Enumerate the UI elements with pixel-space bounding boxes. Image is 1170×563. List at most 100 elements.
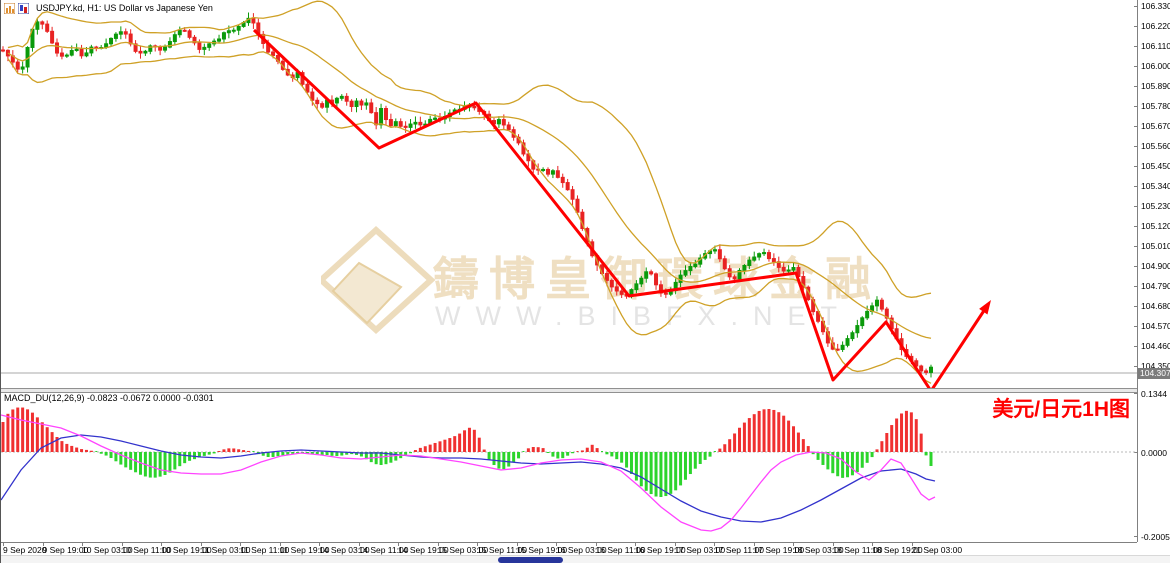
macd-axis-label: -0.2005: [1141, 532, 1170, 542]
time-axis-tick: [161, 543, 162, 546]
price-axis-tick: [1134, 285, 1138, 287]
time-axis-tick: [82, 543, 83, 546]
time-axis-tick: [3, 543, 4, 546]
time-axis-label: 16 Sep 19:00: [635, 545, 686, 555]
price-axis-label: 104.900: [1141, 260, 1170, 271]
time-axis-tick: [674, 543, 676, 546]
time-axis-label: 15 Sep 03:00: [437, 545, 489, 555]
price-axis-tick: [1134, 265, 1138, 267]
time-axis-tick: [319, 543, 320, 546]
time-axis-label: 10 Sep 19:00: [161, 545, 212, 555]
price-axis-label: 105.890: [1141, 80, 1170, 91]
macd-axis-label: 0.1344: [1141, 389, 1167, 399]
bar-chart-icon: [4, 2, 15, 14]
price-axis-label: 106.330: [1141, 0, 1170, 11]
bottom-scrollbar[interactable]: [1, 555, 1170, 563]
price-axis-tick: [1134, 305, 1138, 307]
price-axis-tick: [1134, 366, 1138, 368]
watermark-url-text: WWW.BIBFX.NET: [435, 301, 852, 331]
price-axis-tick: [1134, 25, 1138, 27]
time-axis-label: 14 Sep 03:00: [319, 545, 370, 555]
price-axis-label: 104.570: [1141, 320, 1170, 331]
price-axis-label: 105.560: [1141, 140, 1170, 151]
time-axis-label: 11 Sep 11:00: [240, 545, 290, 555]
time-axis-label: 9 Sep 19:00: [42, 545, 89, 555]
time-axis-label: 11 Sep 03:00: [200, 545, 251, 555]
time-axis-tick: [911, 543, 913, 546]
time-axis-tick: [121, 543, 123, 546]
time-axis-label: 15 Sep 19:00: [516, 545, 568, 555]
price-axis-tick: [1134, 105, 1138, 107]
time-axis-tick: [635, 543, 636, 546]
time-axis-label: 18 Sep 19:00: [872, 545, 923, 555]
price-axis-tick: [1134, 145, 1138, 147]
time-axis-tick: [358, 543, 360, 546]
price-axis-tick: [1134, 205, 1138, 207]
time-axis[interactable]: 9 Sep 2020 9 Sep 19:00 10 Sep 03:00 10 Sep …: [1, 542, 1137, 556]
price-axis-tick: [1134, 325, 1138, 327]
macd-axis-tick: [1134, 452, 1138, 453]
price-axis-label: 105.780: [1141, 100, 1170, 111]
scrollbar-thumb[interactable]: [498, 557, 563, 563]
time-axis-tick: [516, 543, 518, 546]
price-axis-label: 105.450: [1141, 160, 1170, 171]
time-axis-tick: [556, 543, 557, 546]
broker-logo-icon: [321, 225, 436, 335]
time-axis-tick: [398, 543, 399, 546]
price-axis-tick: [1134, 165, 1138, 167]
chart-title: USDJPY.kd, H1: US Dollar vs Japanese Yen: [36, 3, 213, 13]
time-axis-label: 14 Sep 19:00: [398, 545, 449, 555]
price-axis-tick: [1134, 225, 1138, 227]
price-axis-tick: [1134, 65, 1138, 67]
candlestick-icon: [18, 2, 29, 14]
price-axis-label: 106.110: [1141, 40, 1170, 51]
price-axis-label: 104.460: [1141, 341, 1170, 351]
price-axis-label: 105.340: [1141, 180, 1170, 191]
time-axis-label: 14 Sep 11:00: [358, 545, 409, 555]
main-chart-panel[interactable]: 鑄博皇御環球金融 WWW.BIBFX.NET USDJPY.kd, H1: US…: [1, 0, 1137, 388]
price-axis-label: 105.670: [1141, 120, 1170, 131]
time-axis-tick: [437, 543, 439, 546]
price-axis-tick: [1134, 45, 1138, 47]
price-axis-label: 104.680: [1141, 300, 1170, 311]
price-axis-tick: [1134, 346, 1138, 347]
price-axis-label: 106.000: [1141, 60, 1170, 71]
price-axis-tick: [1134, 85, 1138, 87]
time-axis-tick: [832, 543, 834, 546]
time-axis-tick: [240, 543, 241, 546]
time-axis-tick: [42, 543, 44, 546]
time-axis-label: 17 Sep 03:00: [674, 545, 726, 555]
price-axis-label: 105.120: [1141, 220, 1170, 231]
price-axis-label: 105.010: [1141, 240, 1170, 251]
price-axis-label: 105.230: [1141, 200, 1170, 211]
time-axis-label: 16 Sep 03:00: [556, 545, 607, 555]
time-axis-label: 18 Sep 11:00: [832, 545, 883, 555]
chart-titlebar: USDJPY.kd, H1: US Dollar vs Japanese Yen: [4, 2, 213, 14]
macd-axis-tick: [1134, 536, 1138, 537]
price-axis-label: 106.220: [1141, 20, 1170, 31]
time-axis-label: 21 Sep 03:00: [911, 545, 963, 555]
panel-splitter[interactable]: [1, 388, 1137, 393]
time-axis-label: 16 Sep 11:00: [595, 545, 646, 555]
chart-annotation-text: 美元/日元1H图: [992, 398, 1130, 421]
time-axis-label: 9 Sep 2020: [3, 545, 47, 555]
time-axis-tick: [753, 543, 755, 546]
price-axis[interactable]: 104.307 106.330 106.220 106.110 106.000 105.…: [1134, 0, 1170, 542]
main-chart-canvas[interactable]: [1, 0, 1137, 388]
time-axis-label: 10 Sep 11:00: [121, 545, 172, 555]
time-axis-label: 10 Sep 03:00: [82, 545, 133, 555]
price-axis-tick: [1134, 185, 1138, 187]
price-axis-tick: [1134, 5, 1138, 7]
macd-panel[interactable]: MACD_DU(12,26,9) -0.0823 -0.0672 0.0000 …: [1, 393, 1137, 542]
current-price-tag: 104.307: [1138, 368, 1170, 379]
time-axis-label: 11 Sep 19:00: [279, 545, 330, 555]
price-axis-tick: [1134, 125, 1138, 127]
time-axis-label: 17 Sep 11:00: [714, 545, 764, 555]
time-axis-tick: [595, 543, 597, 546]
time-axis-tick: [793, 543, 794, 546]
macd-axis-tick: [1134, 393, 1138, 394]
time-axis-tick: [714, 543, 715, 546]
macd-indicator-label: MACD_DU(12,26,9) -0.0823 -0.0672 0.0000 …: [4, 393, 214, 403]
price-axis-label: 104.790: [1141, 280, 1170, 291]
